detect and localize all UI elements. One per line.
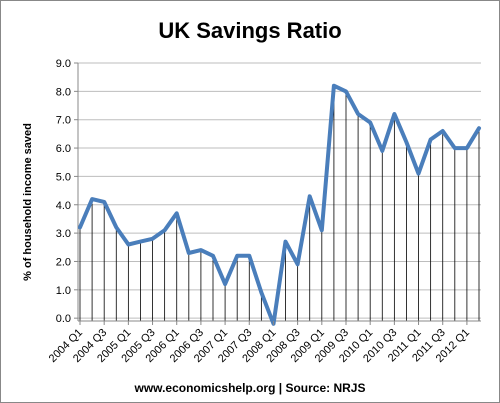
y-tick-label: 1.0 [56, 285, 71, 297]
data-point [453, 146, 457, 150]
data-point [102, 200, 106, 204]
data-point [368, 121, 372, 125]
data-point [332, 84, 336, 88]
data-point [392, 112, 396, 116]
y-tick-label: 7.0 [56, 115, 71, 127]
data-point [259, 291, 263, 295]
data-point [429, 138, 433, 142]
data-point [90, 197, 94, 201]
data-point [199, 248, 203, 252]
series-line [78, 83, 481, 326]
data-point [308, 194, 312, 198]
y-tick-label: 0.0 [56, 313, 71, 325]
data-point [477, 126, 481, 130]
data-point [114, 225, 118, 229]
data-point [211, 254, 215, 258]
y-tick-label: 5.0 [56, 171, 71, 183]
drop-lines [79, 85, 480, 324]
data-point [151, 237, 155, 241]
y-tick-label: 6.0 [56, 143, 71, 155]
data-point [126, 242, 130, 246]
data-point [284, 240, 288, 244]
data-point [417, 172, 421, 176]
data-point [138, 240, 142, 244]
data-point [356, 112, 360, 116]
data-point [223, 282, 227, 286]
data-point [344, 89, 348, 93]
data-point [380, 149, 384, 153]
data-point [404, 140, 408, 144]
y-tick-label: 2.0 [56, 256, 71, 268]
data-point [175, 211, 179, 215]
series-line-group [78, 83, 481, 326]
y-axis-ticks: 0.0 1.0 2.0 3.0 4.0 5.0 6.0 7.0 8.0 9.0 [56, 58, 78, 325]
data-point [247, 254, 251, 258]
data-point [187, 251, 191, 255]
chart-title: UK Savings Ratio [158, 18, 341, 43]
y-tick-label: 8.0 [56, 86, 71, 98]
axes [77, 63, 481, 322]
y-tick-label: 3.0 [56, 228, 71, 240]
gridlines [78, 62, 481, 319]
y-axis-label: % of household income saved [22, 123, 34, 281]
data-point [441, 129, 445, 133]
data-point [78, 225, 82, 229]
y-tick-label: 9.0 [56, 58, 71, 70]
data-point [465, 146, 469, 150]
data-point [296, 262, 300, 266]
data-point [235, 254, 239, 258]
source-footer: www.economicshelp.org | Source: NRJS [134, 381, 366, 395]
data-point [163, 228, 167, 232]
y-tick-label: 4.0 [56, 200, 71, 212]
data-point [320, 228, 324, 232]
